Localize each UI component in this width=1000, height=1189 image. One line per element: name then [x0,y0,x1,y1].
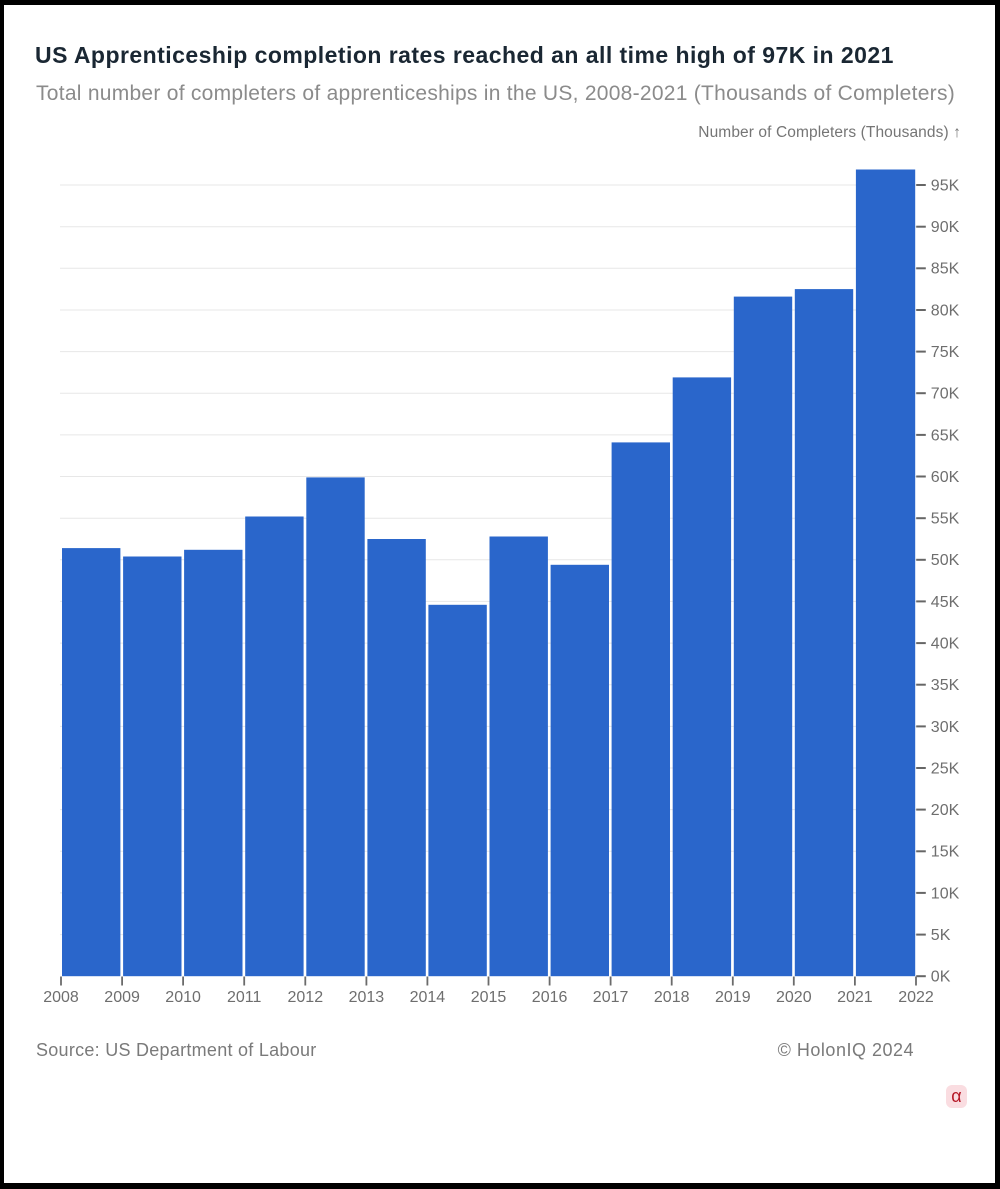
svg-text:2012: 2012 [288,989,324,1006]
svg-text:2015: 2015 [471,989,507,1006]
svg-text:2019: 2019 [715,989,751,1006]
svg-text:2016: 2016 [532,989,568,1006]
svg-text:65K: 65K [931,427,960,444]
svg-text:30K: 30K [931,719,960,736]
svg-text:0K: 0K [931,969,951,986]
svg-text:90K: 90K [931,219,960,236]
svg-text:80K: 80K [931,302,960,319]
svg-text:60K: 60K [931,469,960,486]
svg-text:2013: 2013 [349,989,385,1006]
svg-text:2009: 2009 [104,989,140,1006]
svg-text:2021: 2021 [837,989,873,1006]
svg-text:2011: 2011 [227,989,262,1006]
svg-text:45K: 45K [931,594,960,611]
svg-text:2014: 2014 [410,989,446,1006]
svg-text:85K: 85K [931,261,960,278]
svg-text:15K: 15K [931,844,960,861]
svg-text:5K: 5K [931,927,951,944]
svg-text:2018: 2018 [654,989,690,1006]
svg-text:2017: 2017 [593,989,629,1006]
svg-text:50K: 50K [931,552,960,569]
svg-text:10K: 10K [931,885,960,902]
svg-text:70K: 70K [931,386,960,403]
svg-text:2020: 2020 [776,989,812,1006]
svg-text:2022: 2022 [898,989,934,1006]
svg-text:55K: 55K [931,511,960,528]
svg-text:20K: 20K [931,802,960,819]
svg-text:35K: 35K [931,677,960,694]
svg-text:95K: 95K [931,177,960,194]
svg-text:75K: 75K [931,344,960,361]
svg-text:2008: 2008 [43,989,79,1006]
svg-text:40K: 40K [931,636,960,653]
svg-text:25K: 25K [931,760,960,777]
svg-text:2010: 2010 [165,989,201,1006]
